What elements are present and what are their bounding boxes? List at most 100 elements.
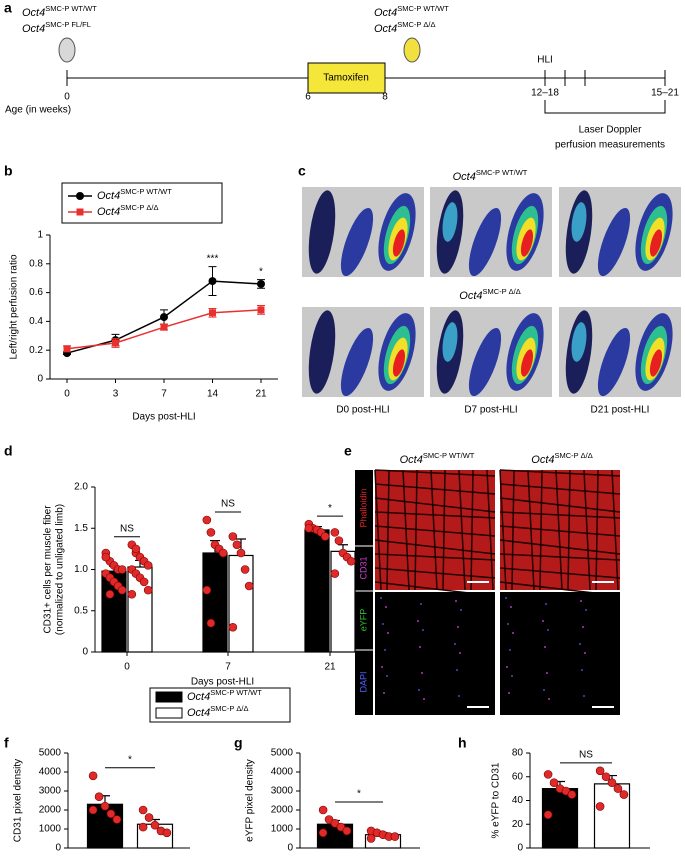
data-point	[144, 813, 154, 822]
perfusion-blob	[520, 229, 534, 257]
signal-dot	[582, 626, 584, 628]
y-tick-label: 1000	[39, 824, 62, 835]
timeline-tick-label: 8	[382, 92, 388, 103]
data-point	[228, 622, 238, 632]
data-point	[100, 801, 110, 811]
y-axis-label: eYFP pixel density	[245, 759, 256, 842]
fiber-border	[374, 511, 496, 519]
channel-label: eYFP	[358, 609, 368, 632]
allele: SMC-P Δ/Δ	[210, 704, 248, 713]
signal-dot	[579, 643, 581, 645]
data-point	[228, 532, 238, 541]
data-point	[117, 565, 127, 574]
perfusion-blob	[340, 207, 374, 277]
perfusion-blob	[468, 327, 502, 397]
signal-dot	[506, 666, 508, 668]
signal-dot	[459, 652, 461, 654]
signal-dot	[419, 646, 421, 648]
allele: SMC-P WT/WT	[476, 168, 528, 177]
legend-marker	[76, 192, 84, 200]
gene: Oct4	[97, 190, 120, 202]
panel-label: f	[4, 735, 9, 751]
significance: *	[128, 754, 132, 765]
y-tick-label: 2000	[271, 805, 294, 816]
y-tick-label: 1.0	[74, 564, 88, 575]
allele: SMC-P WT/WT	[120, 187, 172, 196]
y-tick-label: 80	[512, 748, 524, 759]
data-point	[257, 279, 265, 288]
data-point	[106, 809, 116, 819]
y-tick-label: 0.2	[29, 345, 43, 356]
fiber-border	[499, 567, 621, 579]
signal-dot	[545, 603, 547, 605]
allele: SMC-P FL/FL	[45, 20, 91, 29]
timeline-tick-label: 15–21	[651, 88, 679, 99]
y-tick-label: 3000	[39, 786, 62, 797]
panel-label: d	[4, 443, 13, 459]
legend-marker	[155, 707, 183, 719]
significance: NS	[120, 523, 134, 534]
data-point	[206, 618, 216, 628]
data-point	[595, 766, 605, 776]
data-point	[613, 784, 623, 793]
signal-dot	[543, 689, 545, 691]
timeline-tick-label: 6	[305, 92, 311, 103]
legend-label: Oct4SMC-P Δ/Δ	[187, 704, 248, 719]
fiber-border	[374, 567, 496, 579]
data-point	[257, 306, 265, 314]
allele: SMC-P Δ/Δ	[397, 20, 435, 29]
panel-label: h	[458, 735, 467, 751]
signal-dot	[422, 629, 424, 631]
signal-dot	[508, 692, 510, 694]
fiber-border	[374, 553, 496, 561]
data-point	[138, 805, 148, 815]
data-point	[543, 770, 553, 779]
gene: Oct4	[459, 290, 482, 302]
eyfp-dapi-image	[375, 592, 495, 715]
fiber-border	[499, 553, 621, 561]
y-tick-label: 2.0	[74, 482, 88, 493]
fiber-border	[486, 469, 494, 591]
data-point	[160, 323, 168, 331]
perfusion-blob	[308, 190, 336, 274]
fiber-border	[374, 539, 496, 555]
genotype: Oct4SMC-P FL/FL	[22, 20, 91, 35]
data-point	[206, 528, 216, 537]
bar	[86, 803, 124, 849]
mouse-icon	[58, 37, 76, 63]
perfusion-blob	[442, 202, 458, 242]
signal-dot	[547, 629, 549, 631]
data-point	[209, 309, 216, 317]
gene: Oct4	[374, 23, 397, 35]
fiber-border	[595, 469, 599, 591]
panel-label: b	[4, 163, 13, 179]
fiber-border	[567, 469, 571, 591]
row-title: Oct4SMC-P WT/WT	[453, 168, 528, 183]
phalloidin-image	[375, 470, 495, 590]
y-tick-label: 0.8	[29, 258, 43, 269]
data-point	[162, 828, 172, 838]
allele: SMC-P WT/WT	[210, 688, 262, 697]
bar	[304, 529, 330, 653]
signal-dot	[548, 698, 550, 700]
perfusion-blob	[571, 202, 587, 242]
data-point	[202, 585, 212, 595]
data-point	[63, 345, 71, 353]
signal-dot	[584, 652, 586, 654]
data-point	[139, 577, 149, 587]
perfusion-blob	[571, 322, 587, 362]
data-point	[342, 826, 352, 836]
treatment-label: Tamoxifen	[323, 73, 369, 84]
data-point	[320, 532, 330, 541]
fiber-border	[374, 525, 496, 537]
y-tick-label: 4000	[271, 767, 294, 778]
y-tick-label: 3000	[271, 786, 294, 797]
data-point	[607, 778, 617, 787]
signal-dot	[507, 623, 509, 625]
y-tick-label: 60	[512, 771, 524, 782]
y-tick-label: 5000	[39, 748, 62, 759]
fiber-border	[583, 469, 591, 591]
y-tick-label: 20	[512, 819, 524, 830]
data-point	[88, 805, 98, 815]
